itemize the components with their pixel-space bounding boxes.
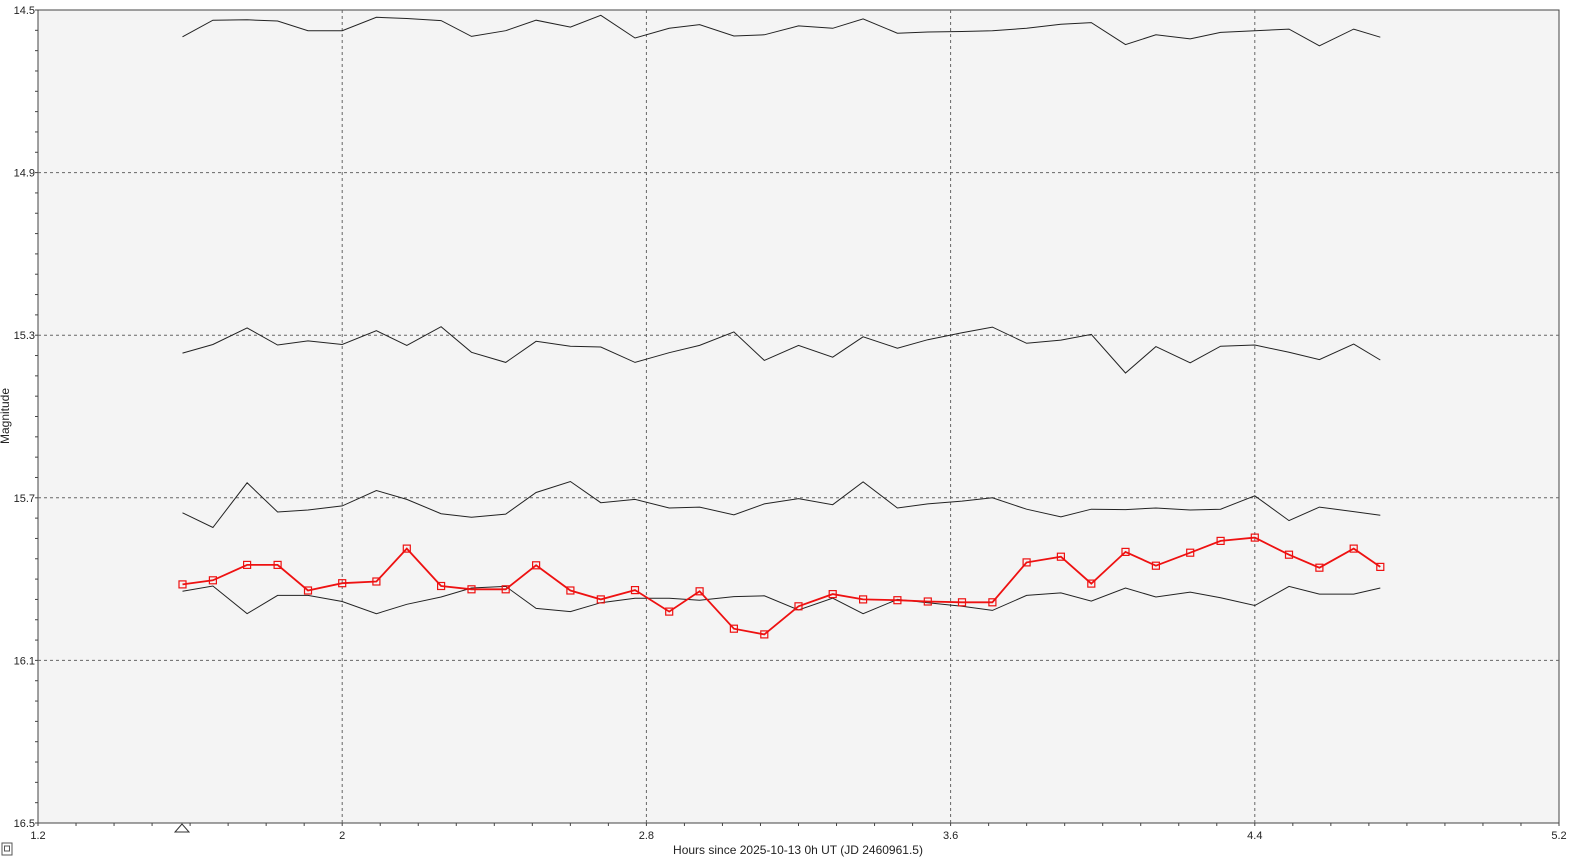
comparison-series-line — [182, 585, 1381, 615]
x-tick-label: 3.6 — [943, 830, 958, 842]
plot-area — [37, 9, 1560, 824]
target-series-line — [182, 536, 1381, 636]
y-axis-title: Magnitude — [0, 388, 12, 444]
target-data-point[interactable] — [1022, 558, 1031, 567]
target-data-point[interactable] — [531, 561, 541, 570]
target-data-point[interactable] — [402, 544, 411, 553]
target-data-point[interactable] — [988, 598, 997, 607]
y-tick-label: 15.3 — [14, 330, 35, 342]
y-tick-label: 16.1 — [14, 655, 35, 667]
target-data-point[interactable] — [596, 595, 605, 604]
corner-toggle-box[interactable] — [1, 842, 13, 856]
x-tick-label: 2 — [339, 830, 345, 842]
x-tick-label: 2.8 — [639, 830, 654, 842]
target-data-point[interactable] — [1121, 547, 1130, 557]
time-marker-triangle[interactable] — [173, 823, 191, 833]
target-data-point[interactable] — [372, 577, 381, 586]
target-data-point[interactable] — [1056, 552, 1066, 561]
target-data-point[interactable] — [208, 576, 217, 585]
comparison-series-line — [182, 326, 1381, 374]
tick-labels: 1.2 2 2.8 3.6 4.4 5.2 14.5 14.9 15.3 15.7 16.1 16.5 — [14, 5, 1567, 842]
target-data-point[interactable] — [1315, 563, 1324, 572]
y-tick-label: 15.7 — [14, 493, 35, 505]
target-data-point[interactable] — [1216, 536, 1225, 546]
target-data-point[interactable] — [566, 586, 575, 595]
target-data-point[interactable] — [1151, 561, 1161, 570]
x-tick-label: 5.2 — [1551, 830, 1566, 842]
x-tick-label: 4.4 — [1247, 830, 1262, 842]
target-data-point[interactable] — [243, 560, 252, 570]
y-tick-label: 16.5 — [14, 818, 35, 830]
series-lines — [178, 14, 1385, 639]
target-data-point[interactable] — [1186, 548, 1195, 557]
target-data-point[interactable] — [957, 598, 967, 607]
x-tick-label: 1.2 — [30, 830, 45, 842]
target-data-point[interactable] — [1284, 550, 1294, 559]
target-data-point[interactable] — [178, 580, 187, 589]
target-data-point[interactable] — [501, 585, 510, 594]
target-data-point[interactable] — [467, 585, 476, 594]
target-data-point[interactable] — [1087, 579, 1096, 588]
target-data-point[interactable] — [729, 624, 739, 633]
target-data-point[interactable] — [273, 560, 282, 570]
x-axis-title: Hours since 2025-10-13 0h UT (JD 2460961… — [673, 843, 923, 857]
target-data-point[interactable] — [665, 607, 674, 616]
comparison-series-line — [182, 14, 1381, 47]
target-data-point[interactable] — [1349, 544, 1358, 553]
target-data-point[interactable] — [695, 587, 704, 596]
grid-lines — [38, 10, 1559, 823]
target-data-point[interactable] — [630, 585, 640, 595]
y-tick-label: 14.5 — [14, 5, 35, 17]
target-data-point[interactable] — [858, 595, 868, 604]
target-data-point[interactable] — [437, 581, 446, 591]
comparison-series-line — [182, 480, 1381, 529]
target-data-point[interactable] — [1250, 533, 1259, 542]
target-data-point[interactable] — [923, 597, 932, 606]
target-data-point[interactable] — [828, 589, 837, 599]
target-data-point[interactable] — [794, 602, 803, 611]
y-tick-label: 14.9 — [14, 168, 35, 180]
target-data-point[interactable] — [1376, 562, 1385, 572]
target-data-point[interactable] — [338, 579, 347, 588]
corner-toggle-box-inner — [4, 845, 10, 852]
target-data-point[interactable] — [760, 630, 769, 639]
target-data-point[interactable] — [893, 596, 902, 605]
target-data-point[interactable] — [303, 586, 313, 595]
